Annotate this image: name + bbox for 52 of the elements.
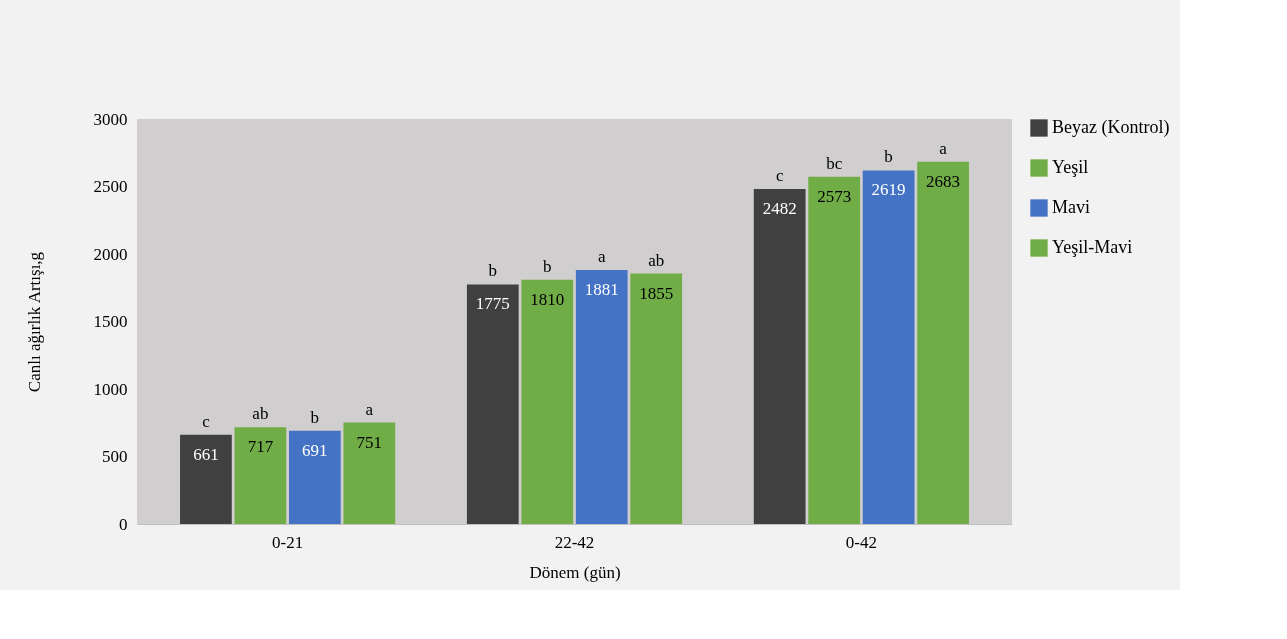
annotation: bc xyxy=(826,153,843,173)
legend-label: Beyaz (Kontrol) xyxy=(1052,117,1170,138)
bar xyxy=(630,273,683,524)
legend-label: Yeşil xyxy=(1052,157,1089,177)
bar xyxy=(234,427,287,524)
y-axis-title: Canlı ağırlık Artışı,g xyxy=(24,251,44,393)
data-label: 2573 xyxy=(817,186,852,206)
bar xyxy=(521,279,574,524)
y-tick-label: 1500 xyxy=(93,312,128,331)
data-label: 2683 xyxy=(926,171,961,191)
y-tick-label: 1000 xyxy=(93,379,128,399)
y-tick-label: 3000 xyxy=(93,109,128,129)
bar xyxy=(753,188,806,524)
data-label: 661 xyxy=(193,444,219,464)
data-label: 1810 xyxy=(530,289,565,309)
x-axis-title: Dönem (gün) xyxy=(529,562,621,582)
data-label: 2619 xyxy=(871,180,906,200)
annotation: c xyxy=(202,411,211,431)
x-tick-label: 22-42 xyxy=(554,532,595,552)
y-tick-label: 2500 xyxy=(93,177,128,196)
annotation: b xyxy=(488,261,498,281)
data-label: 1881 xyxy=(584,280,619,300)
annotation: a xyxy=(597,247,606,267)
data-label: 2482 xyxy=(762,198,797,218)
annotation: b xyxy=(884,147,893,167)
data-label: 751 xyxy=(356,432,383,452)
bar xyxy=(466,284,519,524)
data-label: 1855 xyxy=(639,283,674,303)
data-label: 691 xyxy=(302,440,328,460)
x-tick-label: 0-42 xyxy=(845,532,877,552)
data-label: 717 xyxy=(247,437,274,457)
bar xyxy=(288,430,341,524)
annotation: b xyxy=(543,256,552,276)
y-tick-label: 2000 xyxy=(93,244,128,264)
data-label: 1775 xyxy=(475,294,510,314)
x-tick-label: 0-21 xyxy=(272,532,304,552)
bar xyxy=(917,161,969,524)
annotation: ab xyxy=(252,404,269,424)
annotation: c xyxy=(775,165,784,185)
annotation: a xyxy=(365,399,374,419)
legend-label: Mavi xyxy=(1052,197,1090,217)
bar xyxy=(862,170,915,524)
y-tick-label: 0 xyxy=(119,514,128,534)
legend-label: Yeşil-Mavi xyxy=(1052,237,1133,257)
annotation: ab xyxy=(648,250,665,270)
y-tick-label: 500 xyxy=(102,447,128,466)
bar xyxy=(343,422,396,524)
annotation: a xyxy=(939,138,948,158)
bar xyxy=(808,176,861,524)
annotation: b xyxy=(310,407,320,427)
bar xyxy=(575,270,628,524)
bar xyxy=(180,434,232,524)
